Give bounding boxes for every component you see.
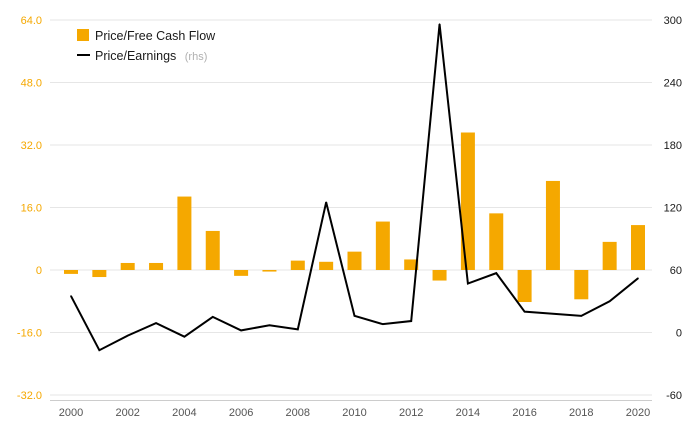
x-tick-label: 2020 (626, 407, 650, 419)
bar (92, 270, 107, 278)
y-left-tick-label: 64.0 (21, 15, 42, 27)
line-point (297, 328, 299, 331)
x-tick-label: 2002 (115, 407, 139, 419)
y-left-tick-label: -16.0 (17, 328, 42, 340)
bar (262, 270, 277, 272)
bar (290, 260, 305, 270)
legend-rhs-note: (rhs) (185, 51, 208, 63)
y-left-tick-label: 48.0 (21, 78, 42, 90)
bar (460, 132, 475, 270)
bar (489, 213, 504, 270)
y-axis-left: -32.0 -16.0 0 16.0 32.0 48.0 64.0 (17, 15, 42, 402)
line-point (211, 316, 214, 318)
y-left-tick-label: 32.0 (21, 140, 42, 152)
legend-series-name: Price/Earnings (95, 49, 176, 63)
bar (432, 270, 447, 281)
y-right-tick-label: 240 (664, 78, 682, 90)
legend-label-price-earnings: Price/Earnings (rhs) (95, 47, 207, 64)
x-tick-label: 2004 (172, 407, 196, 419)
legend-label-price-free-cash-flow: Price/Free Cash Flow (95, 29, 216, 43)
line-point (410, 320, 413, 322)
line-point (552, 312, 554, 315)
bar (149, 262, 164, 270)
line-point (268, 324, 271, 327)
x-tick-label: 2012 (399, 407, 423, 419)
y-right-tick-label: 60 (670, 265, 682, 277)
x-tick-label: 2006 (229, 407, 253, 419)
bar (517, 270, 532, 303)
y-axis-right: -60 0 60 120 180 240 300 (664, 15, 682, 402)
bar (205, 230, 220, 270)
bar (404, 259, 419, 270)
line-point (325, 201, 327, 204)
line-point (126, 334, 129, 337)
y-left-tick-label: -32.0 (17, 390, 42, 402)
y-right-tick-label: 120 (664, 203, 682, 215)
bar (234, 270, 249, 276)
bar (64, 270, 78, 274)
x-tick-label: 2010 (342, 407, 366, 419)
y-right-tick-label: 180 (664, 140, 682, 152)
y-right-tick-label: 0 (676, 328, 682, 340)
bar (319, 261, 334, 270)
x-tick-label: 2014 (456, 407, 480, 419)
bar (120, 262, 135, 270)
line-point (608, 300, 611, 303)
line-point (98, 349, 101, 352)
bar (631, 225, 645, 270)
line-point (183, 335, 186, 338)
x-tick-label: 2000 (59, 407, 83, 419)
bar (545, 180, 560, 270)
x-axis: 2000 2002 2004 2006 2008 2010 2012 2014 2016 2018… (50, 400, 652, 419)
x-tick-label: 2016 (512, 407, 536, 419)
line-point (495, 272, 498, 274)
legend: Price/Free Cash Flow Price/Earnings (rhs… (77, 29, 216, 64)
y-right-tick-label: -60 (666, 390, 682, 402)
line-point (70, 295, 72, 297)
line-point (637, 277, 639, 280)
bar (574, 270, 589, 300)
legend-swatch-price-free-cash-flow (77, 29, 89, 41)
bar (177, 196, 192, 270)
y-left-tick-label: 0 (36, 265, 42, 277)
line-point (467, 282, 469, 285)
bar (347, 251, 362, 270)
y-left-tick-label: 16.0 (21, 203, 42, 215)
line-point (523, 310, 526, 313)
gridlines (50, 19, 652, 396)
bar (375, 221, 390, 270)
y-right-tick-label: 300 (664, 15, 682, 27)
line-point (240, 329, 242, 332)
line-series-price-earnings (70, 23, 639, 352)
x-tick-label: 2018 (569, 407, 593, 419)
line-point (155, 322, 157, 324)
line-point (382, 323, 384, 325)
line-point (580, 315, 583, 317)
line-point (438, 23, 441, 25)
x-tick-label: 2008 (286, 407, 310, 419)
bar-series-price-free-cash-flow (64, 132, 645, 303)
line-point (353, 315, 356, 317)
bar (602, 241, 617, 270)
